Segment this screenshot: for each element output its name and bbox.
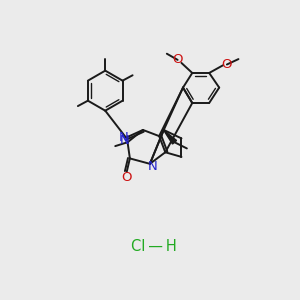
Text: Cl — H: Cl — H	[131, 239, 177, 254]
Text: N: N	[120, 134, 129, 147]
Text: O: O	[222, 58, 232, 71]
Text: O: O	[121, 171, 131, 184]
Text: O: O	[172, 53, 183, 66]
Text: N: N	[119, 131, 129, 144]
Polygon shape	[164, 130, 177, 144]
Text: N: N	[147, 160, 157, 173]
